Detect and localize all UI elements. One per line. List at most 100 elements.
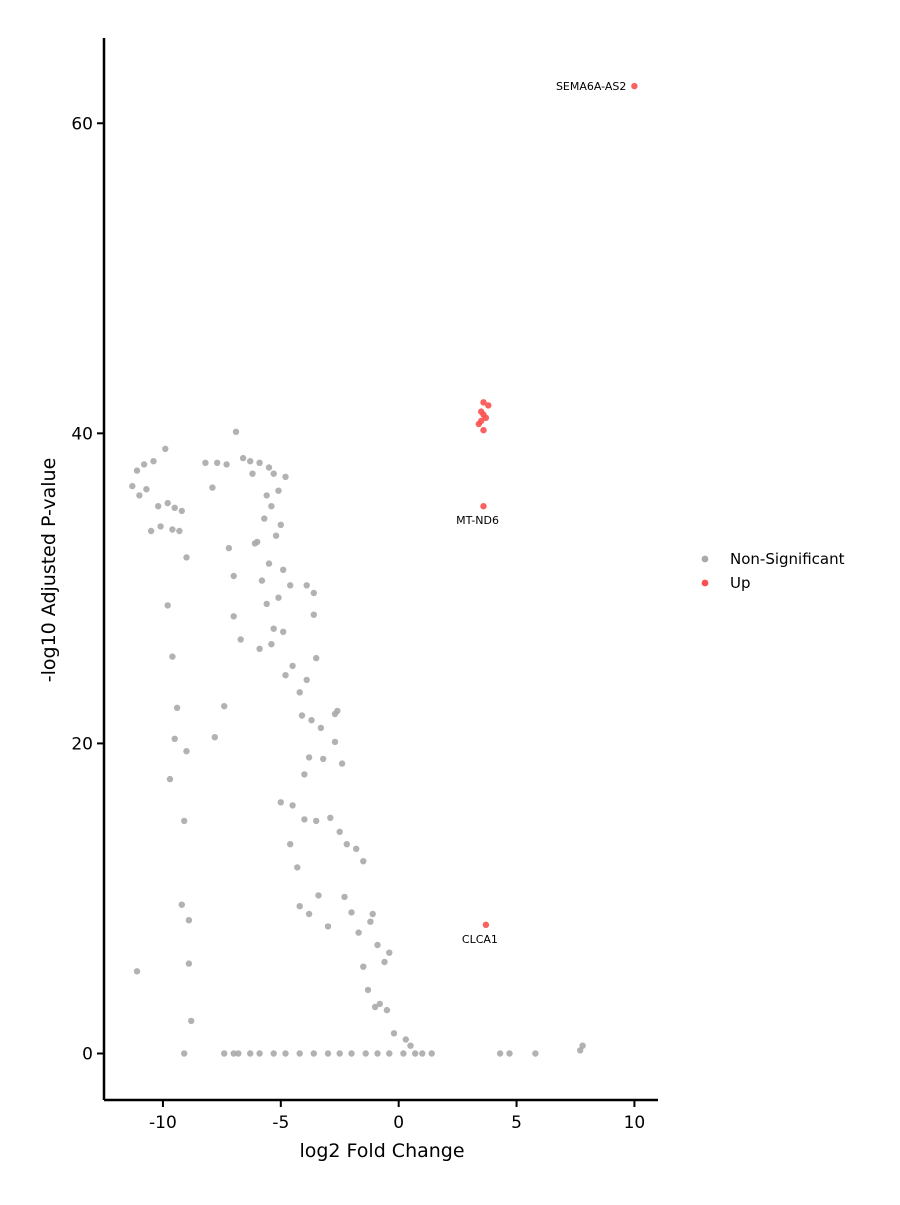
point-up [480, 399, 487, 406]
points-layer [129, 82, 638, 1057]
point-non-significant [157, 523, 164, 530]
point-non-significant [280, 628, 287, 635]
point-label: SEMA6A-AS2 [556, 80, 626, 93]
point-up [485, 402, 492, 409]
point-non-significant [263, 600, 270, 608]
point-non-significant [412, 1050, 419, 1057]
point-up [475, 420, 482, 428]
point-non-significant [181, 817, 188, 825]
point-non-significant [143, 486, 150, 493]
point-non-significant [221, 703, 228, 710]
point-non-significant [239, 454, 247, 462]
point-non-significant [313, 654, 320, 662]
point-non-significant [173, 704, 181, 711]
point-non-significant [348, 909, 355, 916]
point-non-significant [303, 676, 310, 684]
point-up [482, 414, 490, 421]
point-non-significant [268, 641, 275, 648]
point-non-significant [136, 492, 143, 499]
point-non-significant [506, 1050, 513, 1057]
point-non-significant [162, 445, 169, 452]
point-non-significant [383, 1006, 391, 1014]
x-tick-label: -5 [272, 1113, 289, 1133]
point-non-significant [298, 712, 306, 719]
point-non-significant [275, 594, 282, 601]
point-non-significant [289, 802, 296, 809]
point-non-significant [140, 461, 148, 468]
point-non-significant [360, 858, 367, 865]
point-non-significant [256, 459, 263, 466]
point-non-significant [164, 602, 171, 609]
point-non-significant [178, 507, 185, 515]
point-non-significant [263, 492, 270, 499]
point-non-significant [296, 1050, 303, 1057]
point-up [482, 921, 490, 928]
point-non-significant [287, 841, 294, 848]
point-non-significant [310, 1050, 317, 1057]
point-non-significant [256, 1050, 263, 1057]
point-non-significant [265, 560, 273, 567]
point-non-significant [225, 544, 233, 552]
point-non-significant [214, 459, 221, 466]
y-tick-label: 40 [71, 424, 93, 444]
point-non-significant [334, 707, 341, 715]
point-non-significant [188, 1017, 195, 1025]
point-non-significant [381, 958, 388, 966]
point-non-significant [265, 464, 273, 471]
point-non-significant [211, 734, 218, 741]
point-non-significant [270, 470, 277, 477]
point-non-significant [374, 941, 381, 949]
point-non-significant [270, 1050, 277, 1057]
point-non-significant [305, 910, 313, 918]
y-axis-title: -log10 Adjusted P-value [38, 458, 60, 683]
point-non-significant [355, 929, 362, 936]
point-non-significant [230, 613, 237, 620]
point-non-significant [402, 1036, 409, 1043]
point-non-significant [367, 918, 374, 925]
point-non-significant [305, 754, 313, 761]
point-non-significant [133, 467, 141, 474]
point-non-significant [261, 515, 268, 522]
point-non-significant [169, 653, 176, 660]
labels-layer: SEMA6A-AS2 MT-ND6 CLCA1 [456, 80, 626, 946]
x-tick-label: 5 [511, 1113, 522, 1133]
point-non-significant [496, 1050, 504, 1057]
point-up [480, 503, 487, 510]
point-non-significant [178, 901, 185, 908]
point-non-significant [272, 532, 280, 539]
point-non-significant [282, 672, 289, 679]
point-non-significant [185, 960, 193, 967]
point-non-significant [327, 814, 334, 821]
legend-entry: Non-Significant [730, 550, 845, 568]
point-non-significant [232, 428, 240, 435]
y-tick-label: 20 [71, 734, 93, 754]
point-non-significant [129, 482, 136, 490]
point-non-significant [313, 817, 320, 825]
point-non-significant [362, 1050, 369, 1057]
point-non-significant [256, 645, 263, 652]
point-non-significant [251, 540, 259, 547]
point-non-significant [164, 499, 171, 507]
point-non-significant [324, 923, 332, 930]
point-non-significant [390, 1030, 398, 1037]
point-non-significant [371, 1003, 379, 1011]
point-non-significant [407, 1042, 414, 1049]
point-non-significant [400, 1050, 407, 1057]
point-non-significant [230, 1050, 237, 1057]
point-non-significant [183, 554, 190, 561]
point-non-significant [320, 755, 327, 763]
point-non-significant [237, 636, 244, 643]
point-non-significant [171, 735, 178, 742]
point-non-significant [133, 968, 141, 975]
point-non-significant [209, 484, 216, 491]
point-non-significant [176, 527, 183, 535]
point-non-significant [282, 1050, 289, 1057]
point-non-significant [230, 572, 237, 580]
x-tick-label: -10 [149, 1113, 177, 1133]
point-non-significant [341, 893, 348, 901]
x-axis-title: log2 Fold Change [299, 1140, 464, 1162]
point-non-significant [155, 503, 162, 510]
point-non-significant [202, 459, 209, 466]
